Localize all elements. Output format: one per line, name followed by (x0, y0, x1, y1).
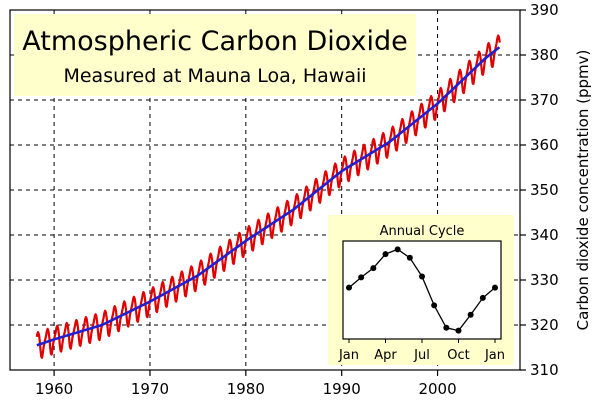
y-tick-label-360: 360 (530, 136, 559, 154)
annual-cycle-point-jun-5 (406, 254, 413, 261)
inset-x-tick-label-0: Jan (338, 348, 359, 363)
annual-cycle-point-feb-1 (358, 274, 365, 281)
y-tick-label-350: 350 (530, 181, 559, 199)
y-tick-label-340: 340 (530, 226, 559, 244)
y-axis-label: Carbon dioxide concentration (ppmv) (574, 50, 592, 331)
annual-cycle-point-may-4 (394, 246, 401, 253)
y-tick-label-380: 380 (530, 46, 559, 64)
annual-cycle-point-dec-11 (479, 294, 486, 301)
title-box: Atmospheric Carbon Dioxide Measured at M… (14, 14, 416, 96)
annual-cycle-point-jan-0 (346, 284, 352, 291)
axes: 1960 1970 1980 1990 2000 310 320 330 340 350 360 37… (35, 1, 559, 398)
y-tick-label-370: 370 (530, 91, 559, 109)
annual-cycle-point-nov-10 (467, 311, 474, 318)
annual-cycle-point-apr-3 (382, 251, 389, 258)
chart-title: Atmospheric Carbon Dioxide (22, 26, 407, 57)
inset-x-tick-label-1: Apr (374, 348, 397, 363)
x-tick-label-2000: 2000 (418, 380, 456, 398)
inset-x-tick-label-3: Oct (447, 348, 469, 363)
annual-cycle-point-mar-2 (370, 265, 377, 272)
chart-subtitle: Measured at Mauna Loa, Hawaii (63, 65, 366, 87)
inset-x-tick-label-2: Jul (413, 348, 430, 363)
trend-co2-line (36, 46, 501, 347)
y-tick-label-320: 320 (530, 316, 559, 334)
inset-plot-frame (342, 240, 502, 340)
main-series-group (35, 34, 501, 359)
annual-cycle-point-aug-7 (431, 302, 438, 309)
annual-cycle-point-oct-9 (455, 327, 462, 334)
x-tick-label-1960: 1960 (35, 380, 73, 398)
inset-box: Annual Cycle Jan Apr Jul Oct Jan (328, 215, 514, 365)
monthly-co2-line (35, 34, 501, 359)
inset-x-ticks: Jan Apr Jul Oct Jan (338, 339, 505, 363)
y-tick-label-390: 390 (530, 1, 559, 19)
annual-cycle-point-jul-6 (419, 273, 425, 280)
inset-x-tick-label-4: Jan (484, 348, 505, 363)
inset-series-group (346, 246, 498, 334)
title-box-background (14, 14, 416, 96)
x-tick-label-1970: 1970 (131, 380, 169, 398)
x-tick-label-1980: 1980 (227, 380, 265, 398)
y-tick-label-330: 330 (530, 271, 559, 289)
annual-cycle-point-jan-12 (492, 284, 498, 291)
inset-title: Annual Cycle (380, 224, 465, 239)
annual-cycle-point-sep-8 (443, 324, 450, 331)
y-tick-label-310: 310 (530, 361, 559, 379)
x-tick-label-1990: 1990 (323, 380, 361, 398)
